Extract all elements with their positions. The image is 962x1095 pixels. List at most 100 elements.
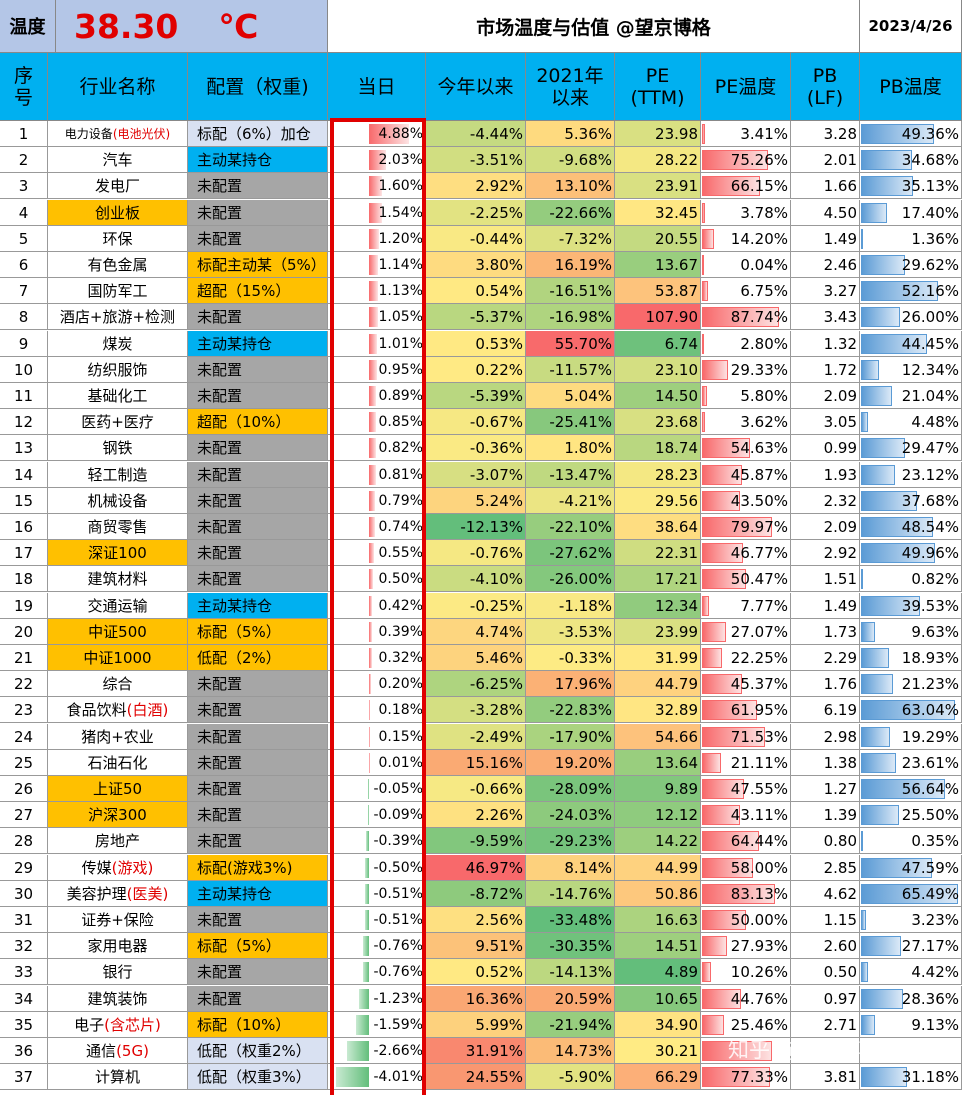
cell-ytd[interactable]: -4.44%	[426, 121, 526, 147]
cell-pb-temperature[interactable]: 34.68%	[860, 147, 962, 174]
cell-pb[interactable]: 1.73	[791, 618, 860, 645]
column-header-day[interactable]: 当日	[328, 53, 426, 121]
cell-pe-temperature[interactable]: 64.44%	[701, 828, 791, 855]
cell-allocation[interactable]: 未配置	[188, 907, 328, 933]
cell-pe[interactable]: 17.21	[615, 566, 701, 593]
cell-since-2021[interactable]: 16.19%	[526, 252, 615, 278]
cell-pe[interactable]: 44.79	[615, 671, 701, 698]
cell-since-2021[interactable]: 19.20%	[526, 749, 615, 776]
cell-pe[interactable]: 50.86	[615, 880, 701, 907]
cell-day-change[interactable]: -0.51%	[328, 880, 426, 907]
cell-allocation[interactable]: 标配（10%）	[188, 1011, 328, 1038]
cell-allocation[interactable]: 未配置	[188, 985, 328, 1012]
cell-day-change[interactable]: 1.54%	[328, 199, 426, 226]
cell-ytd[interactable]: -9.59%	[426, 828, 526, 855]
cell-allocation[interactable]: 未配置	[188, 199, 328, 226]
cell-since-2021[interactable]: 5.04%	[526, 383, 615, 409]
cell-allocation[interactable]: 标配(游戏3%)	[188, 854, 328, 881]
cell-pe[interactable]: 34.90	[615, 1011, 701, 1038]
cell-industry-name[interactable]: 建筑装饰	[48, 985, 188, 1012]
cell-day-change[interactable]: -0.09%	[328, 802, 426, 829]
cell-allocation[interactable]: 未配置	[188, 461, 328, 488]
cell-pe-temperature[interactable]: 46.77%	[701, 540, 791, 567]
cell-pe-temperature[interactable]: 58.00%	[701, 854, 791, 881]
cell-pe[interactable]: 38.64	[615, 514, 701, 540]
cell-pb[interactable]: 2.92	[791, 540, 860, 567]
cell-allocation[interactable]: 标配（5%）	[188, 618, 328, 645]
cell-index[interactable]: 2	[0, 147, 48, 174]
cell-day-change[interactable]: -2.66%	[328, 1038, 426, 1064]
cell-index[interactable]: 8	[0, 304, 48, 331]
cell-since-2021[interactable]: -22.83%	[526, 697, 615, 724]
cell-industry-name[interactable]: 计算机	[48, 1064, 188, 1091]
cell-industry-name[interactable]: 交通运输	[48, 592, 188, 619]
cell-index[interactable]: 27	[0, 802, 48, 829]
cell-ytd[interactable]: 0.53%	[426, 330, 526, 357]
cell-day-change[interactable]: 1.01%	[328, 330, 426, 357]
cell-index[interactable]: 4	[0, 199, 48, 226]
cell-industry-name[interactable]: 有色金属	[48, 252, 188, 278]
cell-pe-temperature[interactable]: 66.15%	[701, 173, 791, 200]
cell-pb[interactable]: 3.28	[791, 121, 860, 147]
cell-day-change[interactable]: 0.50%	[328, 566, 426, 593]
cell-pb-temperature[interactable]: 23.61%	[860, 749, 962, 776]
cell-pe-temperature[interactable]: 3.78%	[701, 199, 791, 226]
column-header-pb-temperature[interactable]: PB温度	[860, 53, 962, 121]
cell-day-change[interactable]: -0.39%	[328, 828, 426, 855]
cell-index[interactable]: 37	[0, 1064, 48, 1091]
cell-index[interactable]: 17	[0, 540, 48, 567]
cell-allocation[interactable]: 未配置	[188, 225, 328, 252]
cell-pe-temperature[interactable]: 3.41%	[701, 121, 791, 147]
cell-allocation[interactable]: 未配置	[188, 697, 328, 724]
cell-index[interactable]: 33	[0, 959, 48, 986]
cell-index[interactable]: 23	[0, 697, 48, 724]
cell-day-change[interactable]: 0.39%	[328, 618, 426, 645]
cell-index[interactable]: 26	[0, 776, 48, 802]
cell-index[interactable]: 22	[0, 671, 48, 698]
cell-ytd[interactable]: -2.25%	[426, 199, 526, 226]
cell-pb-temperature[interactable]: 44.45%	[860, 330, 962, 357]
cell-pb-temperature[interactable]: 21.04%	[860, 383, 962, 409]
cell-day-change[interactable]: 0.42%	[328, 592, 426, 619]
cell-pe[interactable]: 14.51	[615, 933, 701, 960]
cell-pb-temperature[interactable]: 65.49%	[860, 880, 962, 907]
cell-day-change[interactable]: -0.05%	[328, 776, 426, 802]
cell-industry-name[interactable]: 美容护理(医美)	[48, 880, 188, 907]
cell-pe[interactable]: 6.74	[615, 330, 701, 357]
cell-pe-temperature[interactable]: 45.37%	[701, 671, 791, 698]
cell-pe[interactable]: 53.87	[615, 278, 701, 305]
cell-index[interactable]: 15	[0, 487, 48, 514]
cell-industry-name[interactable]: 传媒(游戏)	[48, 854, 188, 881]
cell-pe-temperature[interactable]: 75.26%	[701, 147, 791, 174]
cell-since-2021[interactable]: -22.66%	[526, 199, 615, 226]
cell-pe[interactable]: 16.63	[615, 907, 701, 933]
cell-industry-name[interactable]: 家用电器	[48, 933, 188, 960]
cell-pb-temperature[interactable]: 52.16%	[860, 278, 962, 305]
cell-pb-temperature[interactable]: 47.59%	[860, 854, 962, 881]
cell-day-change[interactable]: 0.01%	[328, 749, 426, 776]
cell-since-2021[interactable]: -4.21%	[526, 487, 615, 514]
cell-pb-temperature[interactable]: 26.00%	[860, 304, 962, 331]
cell-since-2021[interactable]: -16.98%	[526, 304, 615, 331]
cell-allocation[interactable]: 未配置	[188, 514, 328, 540]
cell-pb[interactable]: 2.29	[791, 645, 860, 671]
cell-index[interactable]: 11	[0, 383, 48, 409]
cell-pb[interactable]: 2.46	[791, 252, 860, 278]
cell-industry-name[interactable]: 沪深300	[48, 802, 188, 829]
cell-pe-temperature[interactable]: 87.74%	[701, 304, 791, 331]
cell-since-2021[interactable]: -3.53%	[526, 618, 615, 645]
cell-day-change[interactable]: -0.76%	[328, 933, 426, 960]
cell-industry-name[interactable]: 电子(含芯片)	[48, 1011, 188, 1038]
cell-pe-temperature[interactable]: 25.46%	[701, 1011, 791, 1038]
cell-pb[interactable]: 3.05	[791, 409, 860, 436]
cell-ytd[interactable]: -3.51%	[426, 147, 526, 174]
cell-index[interactable]: 24	[0, 723, 48, 750]
cell-day-change[interactable]: 0.55%	[328, 540, 426, 567]
cell-pe-temperature[interactable]: 79.97%	[701, 514, 791, 540]
cell-pb[interactable]: 2.98	[791, 723, 860, 750]
cell-pb-temperature[interactable]: 49.96%	[860, 540, 962, 567]
cell-industry-name[interactable]: 国防军工	[48, 278, 188, 305]
cell-day-change[interactable]: 0.79%	[328, 487, 426, 514]
cell-day-change[interactable]: -1.23%	[328, 985, 426, 1012]
cell-pb[interactable]: 0.80	[791, 828, 860, 855]
